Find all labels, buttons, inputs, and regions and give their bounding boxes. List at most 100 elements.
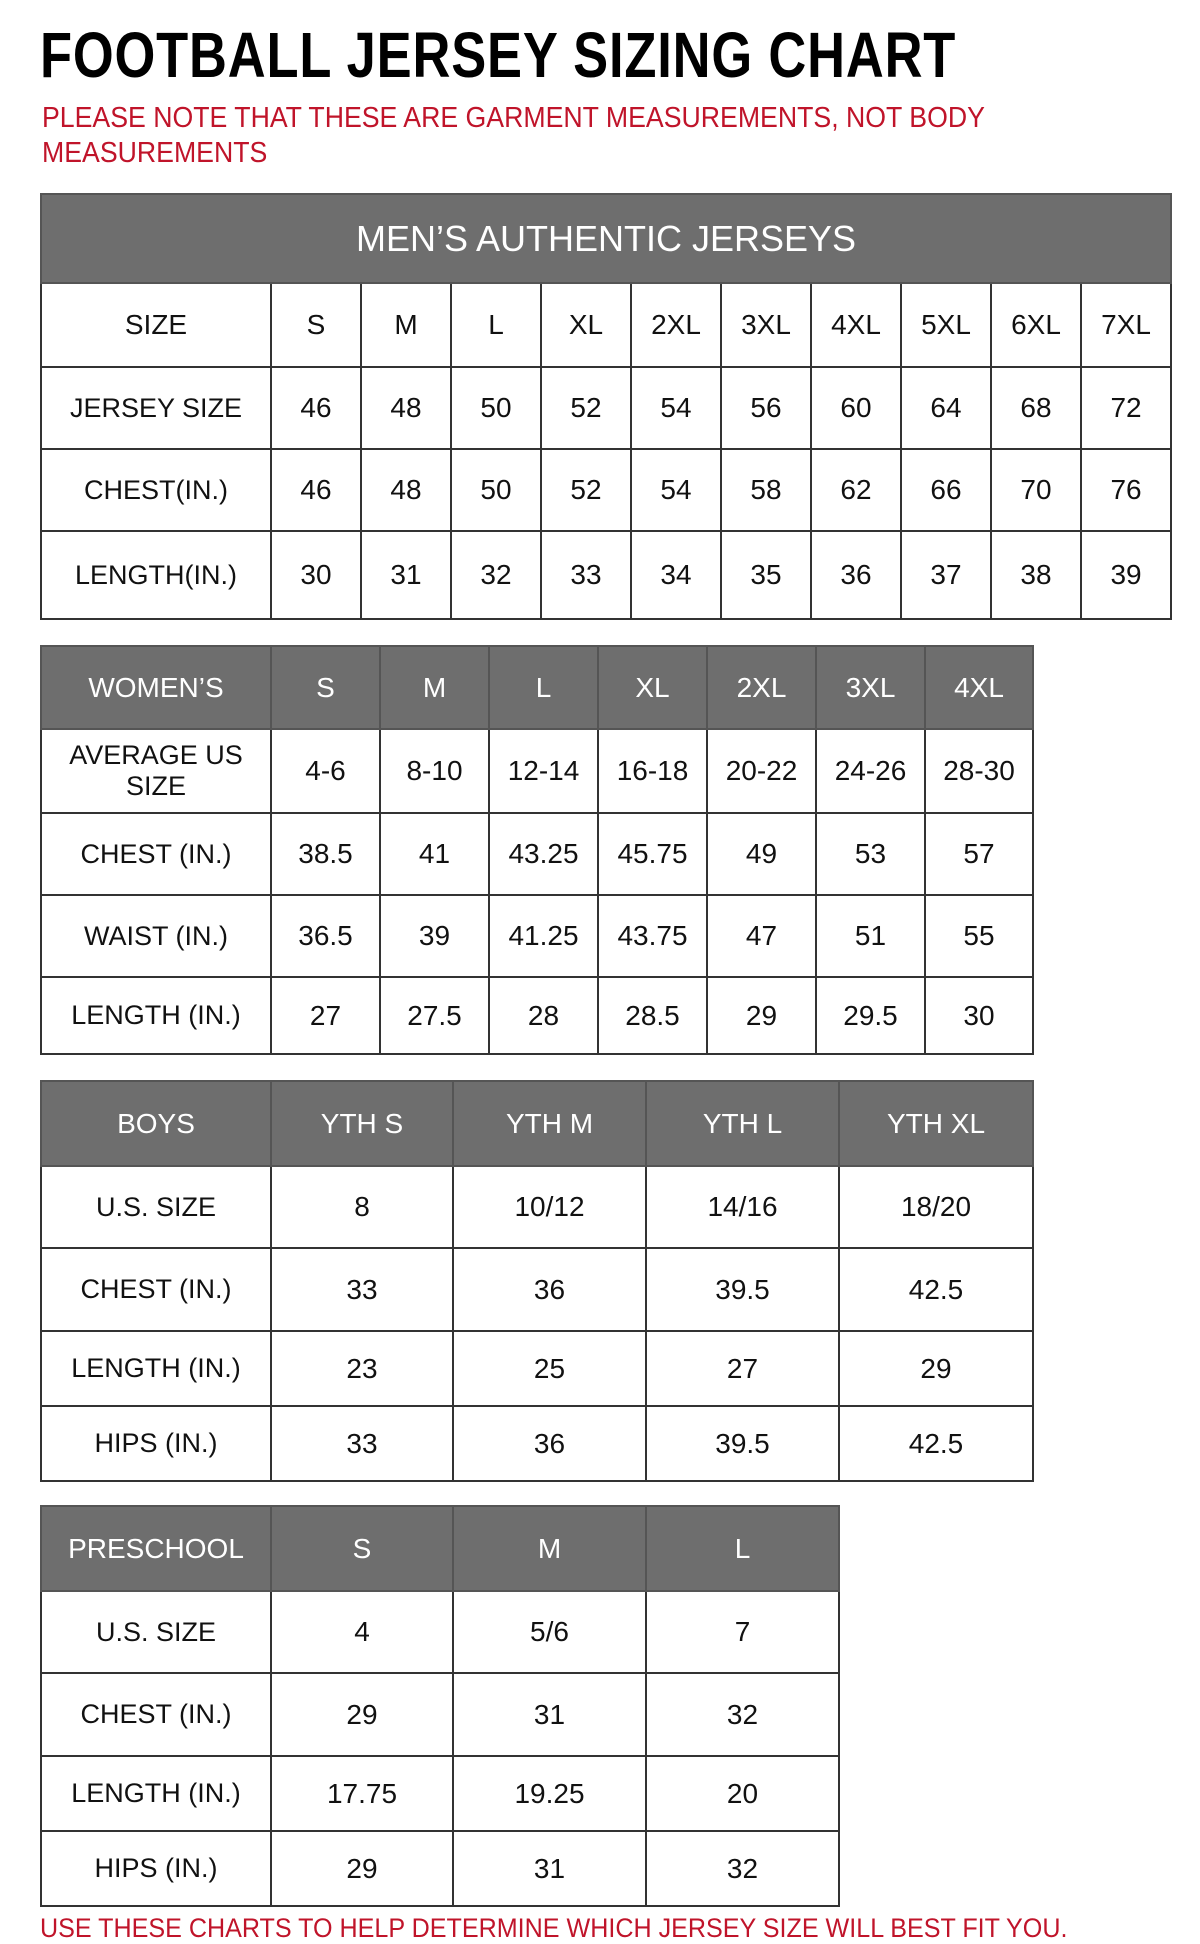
measurement-cell: 42.5	[838, 1247, 1034, 1332]
row-label-cell: WAIST (IN.)	[40, 894, 272, 978]
measurement-cell: 18/20	[838, 1165, 1034, 1249]
row-label-cell: CHEST (IN.)	[40, 1672, 272, 1757]
size-header-cell: L	[450, 282, 542, 368]
measurement-cell: 23	[270, 1330, 454, 1407]
measurement-cell: 4-6	[270, 728, 381, 814]
size-header-cell: XL	[540, 282, 632, 368]
header-row: WOMEN’S S M L XL 2XL 3XL 4XL	[40, 645, 1034, 730]
size-header-cell: YTH M	[452, 1080, 647, 1167]
measurement-cell: 33	[540, 530, 632, 620]
measurement-cell: 32	[450, 530, 542, 620]
measurement-cell: 29	[270, 1830, 454, 1907]
measurement-cell: 51	[815, 894, 926, 978]
measurement-cell: 62	[810, 448, 902, 532]
measurement-cell: 20-22	[706, 728, 817, 814]
measurement-cell: 8-10	[379, 728, 490, 814]
size-header-cell: 2XL	[706, 645, 817, 730]
measurement-cell: 60	[810, 366, 902, 450]
measurement-cell: 76	[1079, 448, 1173, 532]
measurement-cell: 27	[645, 1330, 840, 1407]
measurement-cell: 19.25	[452, 1755, 647, 1832]
measurement-cell: 38.5	[270, 812, 381, 896]
measurement-cell: 46	[270, 448, 362, 532]
size-header-cell: YTH XL	[838, 1080, 1034, 1167]
header-row: PRESCHOOL S M L	[40, 1505, 840, 1592]
garment-measurement-note: PLEASE NOTE THAT THESE ARE GARMENT MEASU…	[42, 102, 985, 169]
size-header-cell: S	[270, 282, 362, 368]
table-row: CHEST(IN.) 46 48 50 52 54 58 62 66 70 76	[40, 448, 1173, 532]
mens-authentic-table: MEN’S AUTHENTIC JERSEYS SIZE S M L XL 2XL 3XL 4X…	[39, 193, 1173, 620]
measurement-cell: 25	[452, 1330, 647, 1407]
size-header-cell: 6XL	[990, 282, 1082, 368]
footer-note: USE THESE CHARTS TO HELP DETERMINE WHICH…	[40, 1913, 1068, 1943]
measurement-cell: 7	[645, 1590, 840, 1674]
table-row: AVERAGE US SIZE 4-6 8-10 12-14 16-18 20-22 24-…	[40, 728, 1034, 814]
measurement-cell: 29	[270, 1672, 454, 1757]
measurement-cell: 31	[360, 530, 452, 620]
measurement-cell: 20	[645, 1755, 840, 1832]
measurement-cell: 34	[630, 530, 722, 620]
measurement-cell: 33	[270, 1405, 454, 1482]
measurement-cell: 30	[270, 530, 362, 620]
measurement-cell: 45.75	[597, 812, 708, 896]
measurement-cell: 36	[452, 1405, 647, 1482]
measurement-cell: 27.5	[379, 976, 490, 1055]
measurement-cell: 39.5	[645, 1247, 840, 1332]
size-header-cell: S	[270, 645, 381, 730]
size-header-cell: L	[488, 645, 599, 730]
row-label-cell: CHEST(IN.)	[40, 448, 272, 532]
table-row: WAIST (IN.) 36.5 39 41.25 43.75 47 51 55	[40, 894, 1034, 978]
measurement-cell: 43.25	[488, 812, 599, 896]
table-row: JERSEY SIZE 46 48 50 52 54 56 60 64 68 72	[40, 366, 1173, 450]
measurement-cell: 32	[645, 1672, 840, 1757]
size-header-cell: 3XL	[720, 282, 812, 368]
measurement-cell: 36.5	[270, 894, 381, 978]
row-label-cell: LENGTH (IN.)	[40, 976, 272, 1055]
measurement-cell: 46	[270, 366, 362, 450]
measurement-cell: 17.75	[270, 1755, 454, 1832]
table-caption: MEN’S AUTHENTIC JERSEYS	[39, 193, 1173, 284]
table-row: U.S. SIZE 8 10/12 14/16 18/20	[40, 1165, 1034, 1249]
measurement-cell: 36	[452, 1247, 647, 1332]
measurement-cell: 12-14	[488, 728, 599, 814]
measurement-cell: 35	[720, 530, 812, 620]
measurement-cell: 27	[270, 976, 381, 1055]
row-label-cell: CHEST (IN.)	[40, 812, 272, 896]
table-row: LENGTH (IN.) 27 27.5 28 28.5 29 29.5 30	[40, 976, 1034, 1055]
measurement-cell: 38	[990, 530, 1082, 620]
size-header-cell: YTH S	[270, 1080, 454, 1167]
row-label-cell: U.S. SIZE	[40, 1590, 272, 1674]
header-label-cell: BOYS	[40, 1080, 272, 1167]
measurement-cell: 28	[488, 976, 599, 1055]
measurement-cell: 54	[630, 366, 722, 450]
measurement-cell: 16-18	[597, 728, 708, 814]
measurement-cell: 56	[720, 366, 812, 450]
size-header-cell: M	[379, 645, 490, 730]
header-label-cell: SIZE	[40, 282, 272, 368]
header-row: BOYS YTH S YTH M YTH L YTH XL	[40, 1080, 1034, 1167]
measurement-cell: 54	[630, 448, 722, 532]
header-label-cell: WOMEN’S	[40, 645, 272, 730]
measurement-cell: 29	[706, 976, 817, 1055]
size-header-cell: 4XL	[924, 645, 1034, 730]
size-header-cell: XL	[597, 645, 708, 730]
measurement-cell: 28.5	[597, 976, 708, 1055]
size-header-cell: L	[645, 1505, 840, 1592]
row-label-cell: LENGTH (IN.)	[40, 1330, 272, 1407]
measurement-cell: 64	[900, 366, 992, 450]
measurement-cell: 66	[900, 448, 992, 532]
size-header-cell: 5XL	[900, 282, 992, 368]
measurement-cell: 49	[706, 812, 817, 896]
measurement-cell: 5/6	[452, 1590, 647, 1674]
measurement-cell: 72	[1079, 366, 1173, 450]
measurement-cell: 30	[924, 976, 1034, 1055]
measurement-cell: 55	[924, 894, 1034, 978]
measurement-cell: 31	[452, 1830, 647, 1907]
preschool-table: PRESCHOOL S M L U.S. SIZE 4 5/6 7 CHEST (IN.) 29 3…	[40, 1505, 840, 1907]
row-label-cell: HIPS (IN.)	[40, 1830, 272, 1907]
table-row: CHEST (IN.) 38.5 41 43.25 45.75 49 53 57	[40, 812, 1034, 896]
measurement-cell: 70	[990, 448, 1082, 532]
row-label-cell: LENGTH (IN.)	[40, 1755, 272, 1832]
measurement-cell: 32	[645, 1830, 840, 1907]
measurement-cell: 14/16	[645, 1165, 840, 1249]
